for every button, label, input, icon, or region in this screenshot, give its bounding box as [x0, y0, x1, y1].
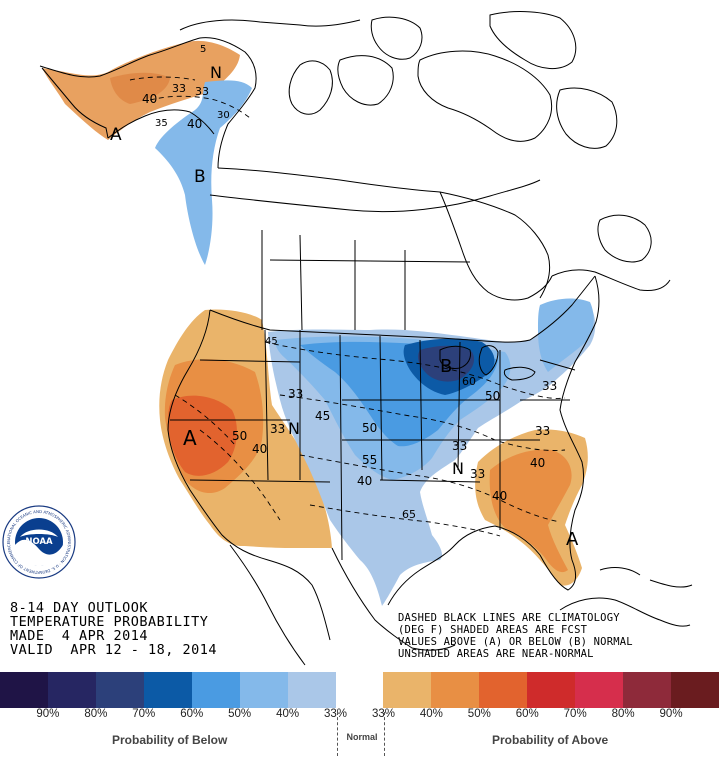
label-65-central: 65	[402, 508, 416, 521]
legend-swatch	[623, 672, 672, 708]
notes-line-1: DASHED BLACK LINES ARE CLIMATOLOGY	[398, 612, 620, 624]
label-40-se1: 40	[530, 456, 545, 470]
notes-line-3: VALUES ABOVE (A) OR BELOW (B) NORMAL	[398, 636, 633, 648]
label-50-west: 50	[232, 429, 247, 443]
label-33-se3: 33	[535, 424, 550, 438]
map-labels: A A A B B N N N 50 40 33 45 33 45 50 55 …	[110, 44, 579, 550]
legend-swatch	[143, 672, 193, 708]
label-35-alaska: 35	[155, 118, 168, 129]
label-40-se2: 40	[492, 489, 507, 503]
label-40-alaska2: 40	[187, 117, 202, 131]
label-33-se2: 33	[470, 467, 485, 481]
label-33-ne: 33	[542, 379, 557, 393]
legend-percent-label: 33%	[371, 708, 395, 720]
legend-percent-label: 33%	[324, 708, 348, 720]
label-33-se1: 33	[452, 439, 467, 453]
label-45-west: 45	[265, 336, 278, 347]
legend-swatch	[575, 672, 624, 708]
legend-percent-label: 40%	[276, 708, 300, 720]
outlook-subtitle: TEMPERATURE PROBABILITY	[10, 614, 209, 630]
legend-below-caption: Probability of Below	[112, 733, 228, 747]
alaska-below-area	[155, 80, 252, 265]
label-b-greatlakes: B	[440, 356, 452, 377]
label-n-south: N	[452, 459, 464, 478]
label-60-greatlakes: 60	[462, 375, 476, 388]
legend-percent-label: 60%	[515, 708, 539, 720]
legend-swatch	[383, 672, 432, 708]
label-a-florida: A	[566, 529, 579, 550]
noaa-logo: NOAA NATIONAL OCEANIC AND ATMOSPHERIC AD…	[2, 505, 76, 579]
climatology-contours	[129, 76, 566, 537]
notes-line-2: (DEG F) SHADED AREAS ARE FCST	[398, 624, 588, 636]
label-40-central: 40	[357, 474, 372, 488]
legend-swatch	[527, 672, 576, 708]
probability-legend: 90% 80% 70% 60% 50% 40% 33% 33% 40% 50% 60% 70% 80% 9…	[0, 672, 719, 760]
label-a-west: A	[183, 426, 197, 450]
legend-swatch	[47, 672, 97, 708]
legend-percent-label: 70%	[563, 708, 587, 720]
legend-percent-label: 50%	[228, 708, 252, 720]
legend-above-caption: Probability of Above	[492, 733, 609, 747]
legend-swatch	[479, 672, 528, 708]
label-30-alaska: 30	[217, 110, 230, 121]
label-45-central: 45	[315, 409, 330, 423]
legend-swatch	[335, 672, 384, 708]
label-5-alaska: 5	[200, 44, 206, 55]
legend-swatch	[431, 672, 480, 708]
label-b-alaska: B	[194, 167, 206, 187]
legend-swatch	[671, 672, 719, 708]
label-40-west: 40	[252, 442, 267, 456]
legend-percent-label: 70%	[132, 708, 156, 720]
label-33-west: 33	[270, 422, 285, 436]
label-50-greatlakes: 50	[485, 389, 500, 403]
legend-swatch	[239, 672, 289, 708]
legend-percent-label: 90%	[36, 708, 60, 720]
label-33-alaska: 33	[172, 82, 186, 95]
outlook-map: A A A B B N N N 50 40 33 45 33 45 50 55 …	[39, 11, 693, 666]
legend-percent-label: 80%	[611, 708, 635, 720]
label-a-alaska: A	[110, 125, 122, 145]
legend-normal-caption: Normal	[346, 732, 378, 742]
legend-swatch	[95, 672, 145, 708]
coastlines	[39, 11, 693, 666]
legend-divider-left	[337, 712, 338, 756]
outlook-title: 8-14 DAY OUTLOOK	[10, 600, 149, 616]
label-33-central: 33	[288, 387, 303, 401]
label-55-central: 55	[362, 453, 377, 467]
legend-percent-label: 50%	[467, 708, 491, 720]
legend-swatch	[0, 672, 49, 708]
legend-divider-right	[384, 712, 385, 756]
label-n-alaska: N	[210, 63, 222, 82]
label-n-west: N	[288, 419, 300, 438]
outlook-valid-range: VALID APR 12 - 18, 2014	[10, 642, 218, 658]
legend-swatch	[191, 672, 241, 708]
noaa-logo-text: NOAA	[25, 537, 53, 547]
legend-percent-label: 80%	[84, 708, 108, 720]
label-40-alaska: 40	[142, 92, 157, 106]
legend-swatch	[287, 672, 337, 708]
legend-percent-label: 90%	[659, 708, 683, 720]
notes-line-4: UNSHADED AREAS ARE NEAR-NORMAL	[398, 648, 594, 660]
label-50-central: 50	[362, 421, 377, 435]
legend-percent-label: 40%	[419, 708, 443, 720]
outlook-made-date: MADE 4 APR 2014	[10, 628, 149, 644]
label-33-alaska2: 33	[195, 85, 209, 98]
legend-percent-label: 60%	[180, 708, 204, 720]
